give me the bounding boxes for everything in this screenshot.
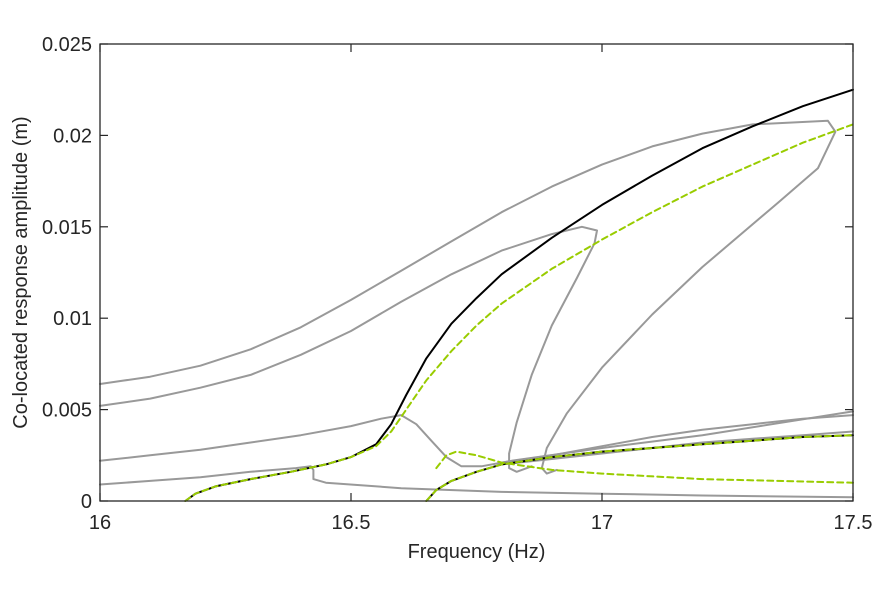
series-line-2 [99, 225, 598, 473]
y-tick-label: 0 [81, 491, 92, 513]
series-line-10 [435, 450, 854, 484]
series-line-4 [99, 465, 854, 499]
y-axis-label: Co-located response amplitude (m) [10, 116, 32, 428]
x-tick-label: 16.5 [332, 512, 371, 534]
series-line-1 [99, 119, 837, 475]
plot-frame [99, 43, 854, 502]
x-tick-label: 17 [591, 512, 613, 534]
y-tick-label: 0.02 [53, 125, 92, 147]
y-tick-label: 0.025 [42, 34, 92, 56]
x-axis-label: Frequency (Hz) [408, 541, 546, 563]
y-tick-label: 0.015 [42, 217, 92, 239]
series-line-9 [184, 123, 854, 502]
y-tick-label: 0.01 [53, 308, 92, 330]
ticks-layer: 16 16.5 17 17.5 0 0.005 0.01 0.015 0.02 0.025 [42, 34, 873, 534]
y-tick-label: 0.005 [42, 400, 92, 422]
series-line-11 [425, 434, 854, 502]
x-tick-label: 17.5 [834, 512, 873, 534]
x-tick-label: 16 [89, 512, 111, 534]
series-layer [99, 88, 854, 502]
series-line-5 [500, 414, 854, 464]
